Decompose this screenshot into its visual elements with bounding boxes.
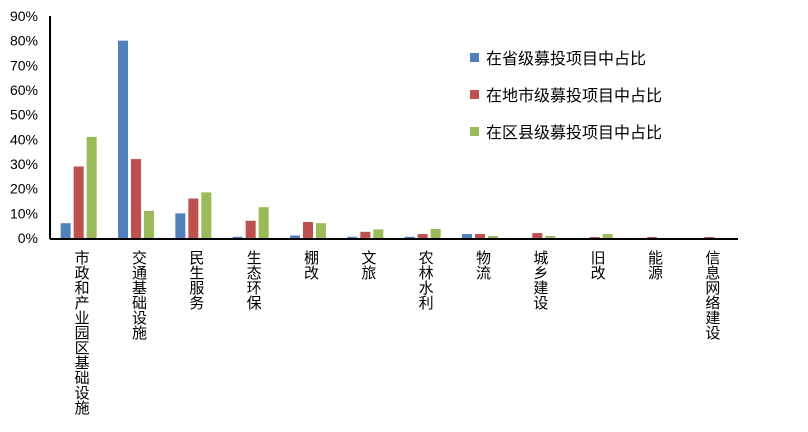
legend-item: 在省级募投项目中占比 [470, 45, 646, 69]
x-tick-label: 交通基础设施 [130, 250, 148, 340]
y-tick-label: 40% [10, 131, 38, 147]
x-tick-label: 信息网络建设 [703, 250, 722, 340]
y-tick-label: 0% [18, 230, 38, 246]
legend-label: 在省级募投项目中占比 [486, 49, 647, 68]
bar-2-1 [131, 159, 141, 238]
bar-2-2 [188, 198, 199, 238]
bar-1-5 [347, 236, 358, 238]
bar-3-2 [201, 192, 212, 238]
legend-label: 在区县级募投项目中占比 [486, 123, 663, 142]
x-tick-label: 市政和产业园区基础设施 [72, 250, 91, 415]
x-tick-label: 城乡建设 [531, 250, 550, 310]
bar-1-2 [175, 213, 186, 238]
bar-3-1 [144, 210, 154, 238]
legend-item: 在区县级募投项目中占比 [470, 119, 662, 143]
y-tick-label: 20% [10, 181, 38, 197]
x-tick-label: 农林水利 [416, 250, 435, 310]
bar-2-8 [532, 233, 543, 238]
bar-1-6 [404, 236, 415, 238]
bar-2-10 [647, 237, 657, 238]
y-tick-label: 70% [10, 57, 38, 73]
x-tick-label: 文旅 [359, 250, 378, 280]
y-tick-label: 50% [10, 107, 38, 123]
bar-2-4 [303, 221, 313, 238]
x-tick-label: 民生服务 [187, 250, 206, 310]
y-tick-label: 10% [10, 205, 38, 221]
bar-2-9 [589, 237, 600, 238]
bar-3-5 [373, 229, 384, 238]
bar-1-0 [60, 223, 71, 238]
bar-3-0 [86, 136, 97, 238]
legend-label: 在地市级募投项目中占比 [486, 86, 663, 105]
x-tick-label: 旧改 [588, 250, 607, 280]
x-tick-label: 物流 [474, 250, 492, 280]
bar-2-6 [417, 234, 428, 238]
bar-3-6 [430, 228, 441, 238]
y-tick-label: 80% [10, 33, 38, 49]
x-tick-label: 能源 [646, 250, 664, 280]
bar-2-7 [475, 234, 485, 238]
bar-1-4 [290, 235, 300, 238]
bar-1-1 [118, 40, 128, 238]
y-tick-label: 60% [10, 82, 38, 98]
legend-swatch [470, 126, 479, 136]
y-tick-label: 90% [10, 8, 38, 24]
bar-2-0 [73, 166, 84, 238]
legend-swatch [470, 52, 479, 62]
bar-3-3 [258, 207, 269, 238]
x-tick-label: 棚改 [302, 250, 320, 280]
bar-1-7 [462, 234, 472, 238]
bar-2-11 [704, 237, 715, 238]
bar-3-4 [316, 223, 326, 238]
bar-2-5 [360, 231, 371, 238]
bar-2-3 [245, 220, 256, 238]
bar-3-9 [602, 234, 613, 238]
bar-1-3 [232, 236, 243, 238]
legend-swatch [470, 89, 479, 99]
y-tick-label: 30% [10, 156, 38, 172]
bar-3-7 [488, 236, 498, 238]
x-tick-label: 生态环保 [244, 250, 263, 310]
legend-item: 在地市级募投项目中占比 [470, 82, 662, 106]
bar-3-8 [545, 236, 556, 238]
